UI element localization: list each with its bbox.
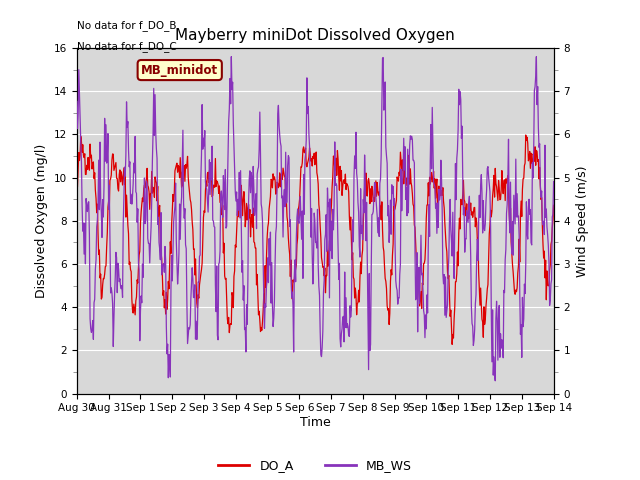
- Text: MB_minidot: MB_minidot: [141, 63, 218, 76]
- Text: No data for f_DO_B: No data for f_DO_B: [77, 20, 176, 31]
- Y-axis label: Dissolved Oxygen (mg/l): Dissolved Oxygen (mg/l): [35, 144, 48, 298]
- Y-axis label: Wind Speed (m/s): Wind Speed (m/s): [575, 165, 589, 276]
- Text: No data for f_DO_C: No data for f_DO_C: [77, 41, 177, 52]
- Title: Mayberry miniDot Dissolved Oxygen: Mayberry miniDot Dissolved Oxygen: [175, 28, 455, 43]
- Legend: DO_A, MB_WS: DO_A, MB_WS: [213, 454, 417, 477]
- X-axis label: Time: Time: [300, 416, 331, 429]
